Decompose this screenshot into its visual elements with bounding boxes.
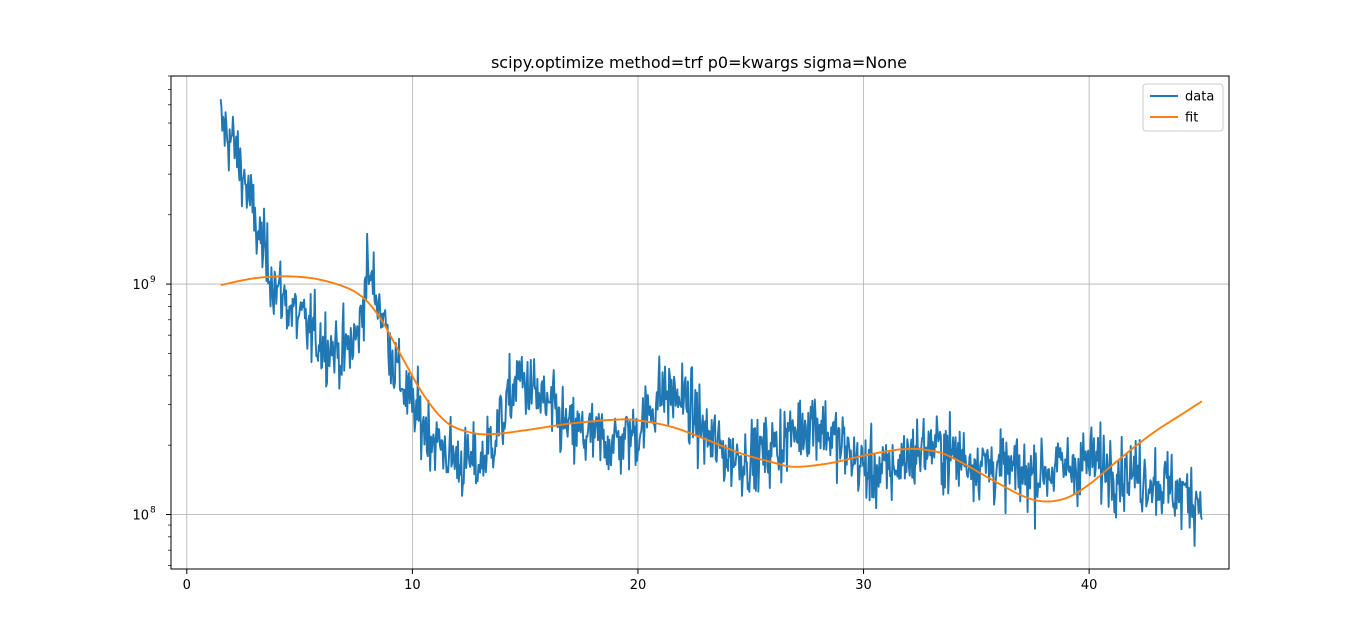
legend: data fit [1142,83,1224,132]
series-line-fit [220,275,1203,503]
x-tick-label: 40 [1081,578,1098,593]
x-tick-label: 20 [630,578,647,593]
y-tick-exponent: 8 [150,505,156,515]
legend-label-data: data [1185,90,1214,105]
axes-frame [170,75,1230,570]
x-tick-label: 0 [183,578,191,593]
plot-area [219,99,1203,547]
x-tick-label: 10 [404,578,421,593]
y-tick-label: 10 [132,508,149,523]
y-tick-label: 10 [132,278,149,293]
series-line-data [219,99,1203,547]
x-tick-label: 30 [855,578,872,593]
y-tick-exponent: 9 [150,275,156,285]
chart-title: scipy.optimize method=trf p0=kwargs sigm… [491,53,907,72]
series-layer [219,99,1203,547]
grid [171,76,1229,569]
legend-label-fit: fit [1185,111,1198,126]
